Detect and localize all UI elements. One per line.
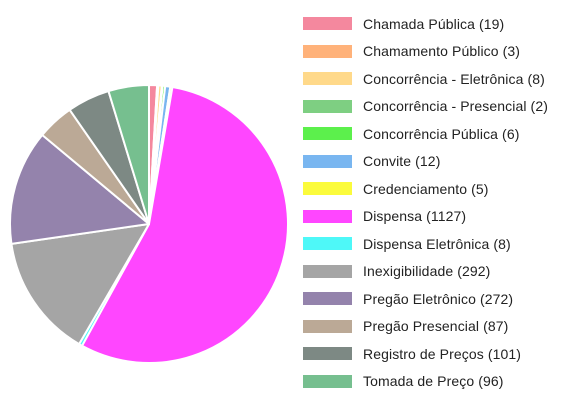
legend-swatch — [303, 237, 352, 251]
legend-label: Pregão Eletrônico (272) — [363, 290, 514, 307]
legend-item[interactable]: Dispensa (1127) — [303, 203, 548, 231]
legend-item[interactable]: Pregão Presencial (87) — [303, 313, 548, 341]
legend-swatch — [303, 154, 352, 168]
legend-swatch — [303, 374, 352, 388]
legend-label: Registro de Preços (101) — [363, 345, 522, 362]
legend-item[interactable]: Tomada de Preço (96) — [303, 368, 548, 396]
legend-item[interactable]: Concorrência - Eletrônica (8) — [303, 65, 548, 93]
legend-item[interactable]: Credenciamento (5) — [303, 175, 548, 203]
pie-slice-13[interactable] — [107, 84, 150, 225]
legend-swatch — [303, 182, 352, 196]
legend-swatch — [303, 99, 352, 113]
legend-item[interactable]: Pregão Eletrônico (272) — [303, 285, 548, 313]
legend-swatch — [303, 72, 352, 86]
legend-label: Chamada Pública (19) — [363, 15, 505, 32]
legend-swatch — [303, 209, 352, 223]
legend-item[interactable]: Chamamento Público (3) — [303, 38, 548, 66]
pie-chart — [9, 84, 289, 364]
legend-swatch — [303, 44, 352, 58]
legend-swatch — [303, 17, 352, 31]
pie-slice-9[interactable] — [10, 223, 150, 346]
legend-label: Concorrência Pública (6) — [363, 125, 520, 142]
legend-swatch — [303, 292, 352, 306]
legend: Chamada Pública (19) Chamamento Público (… — [303, 10, 548, 395]
legend-item[interactable]: Concorrência - Presencial (2) — [303, 93, 548, 121]
legend-label: Convite (12) — [363, 153, 441, 170]
pie-slice-7[interactable] — [81, 85, 289, 364]
legend-item[interactable]: Chamada Pública (19) — [303, 10, 548, 38]
legend-label: Pregão Presencial (87) — [363, 318, 509, 335]
legend-swatch — [303, 264, 352, 278]
legend-label: Chamamento Público (3) — [363, 43, 521, 60]
legend-item[interactable]: Dispensa Eletrônica (8) — [303, 230, 548, 258]
legend-label: Dispensa (1127) — [363, 208, 467, 225]
legend-item[interactable]: Registro de Preços (101) — [303, 340, 548, 368]
legend-item[interactable]: Convite (12) — [303, 148, 548, 176]
legend-label: Inexigibilidade (292) — [363, 263, 491, 280]
legend-item[interactable]: Inexigibilidade (292) — [303, 258, 548, 286]
legend-swatch — [303, 319, 352, 333]
legend-item[interactable]: Concorrência Pública (6) — [303, 120, 548, 148]
legend-label: Concorrência - Presencial (2) — [363, 98, 548, 115]
legend-swatch — [303, 127, 352, 141]
legend-label: Credenciamento (5) — [363, 180, 489, 197]
legend-label: Dispensa Eletrônica (8) — [363, 235, 511, 252]
legend-label: Concorrência - Eletrônica (8) — [363, 70, 545, 87]
pie-slice-10[interactable] — [9, 133, 150, 245]
legend-label: Tomada de Preço (96) — [363, 373, 504, 390]
legend-swatch — [303, 347, 352, 361]
